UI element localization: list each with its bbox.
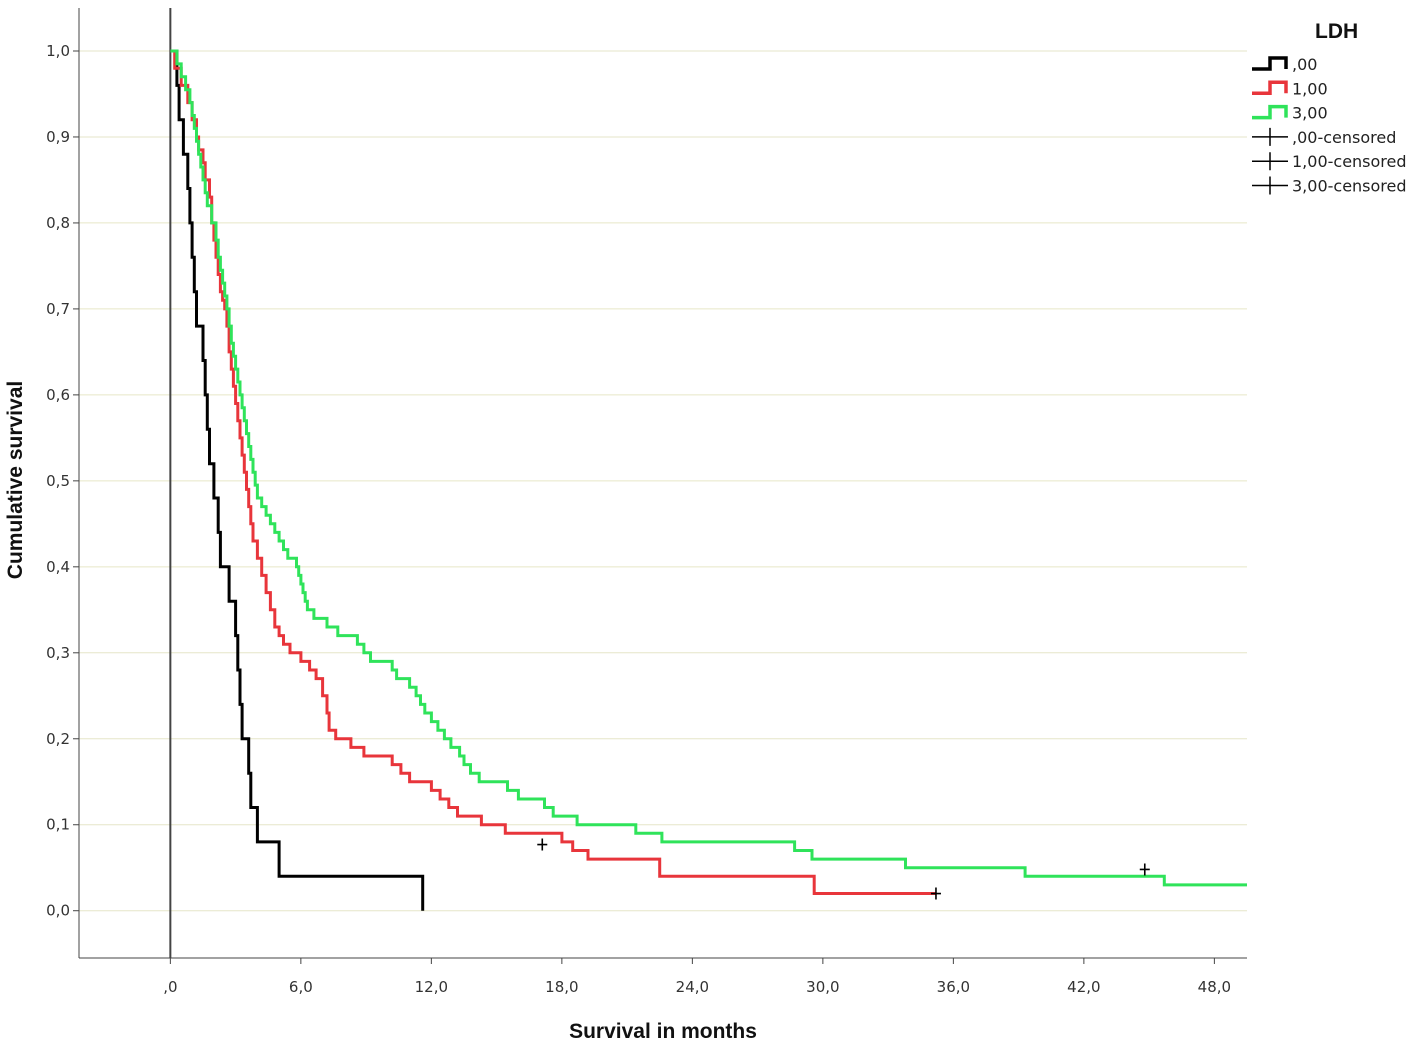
- y-tick-label: 0,7: [46, 300, 70, 318]
- y-tick-label: 0,3: [46, 644, 70, 662]
- legend-censor-swatch: [1252, 152, 1288, 171]
- legend-censor-swatch: [1252, 176, 1288, 195]
- y-tick-label: 0,9: [46, 128, 70, 146]
- y-tick-label: 0,4: [46, 558, 70, 576]
- legend-censor-swatch: [1252, 127, 1288, 146]
- legend-label: 3,00: [1292, 104, 1328, 123]
- legend-label: 3,00-censored: [1292, 177, 1407, 196]
- y-tick-label: 0,5: [46, 472, 70, 490]
- legend-label: 1,00: [1292, 79, 1328, 98]
- legend-label: ,00-censored: [1292, 128, 1396, 147]
- x-tick-label: 18,0: [545, 978, 578, 996]
- x-tick-label: 30,0: [806, 978, 839, 996]
- y-axis-title: Cumulative survival: [4, 381, 27, 579]
- censor-mark: [930, 887, 941, 900]
- x-tick-label: 6,0: [289, 978, 313, 996]
- survival-curve-00: [170, 49, 425, 911]
- y-tick-label: 1,0: [46, 42, 70, 60]
- legend-label: ,00: [1292, 55, 1317, 74]
- legend-swatch: [1252, 80, 1288, 96]
- x-tick-label: 36,0: [937, 978, 970, 996]
- x-axis-title: Survival in months: [569, 1020, 757, 1043]
- y-tick-label: 0,6: [46, 386, 70, 404]
- x-tick-label: 12,0: [415, 978, 448, 996]
- x-tick-label: 42,0: [1067, 978, 1100, 996]
- y-tick-label: 0,0: [46, 902, 70, 920]
- tick-labels: ,0 6,0 12,0 18,0 24,0 30,0 36,0 42,0 48,0 0,0 0,1 0…: [46, 42, 1231, 996]
- censor-mark: [537, 838, 548, 851]
- x-tick-label: 48,0: [1198, 978, 1231, 996]
- x-tick-label: ,0: [163, 978, 177, 996]
- legend-label: 1,00-censored: [1292, 152, 1407, 171]
- survival-curve-300: [170, 49, 1247, 887]
- censor-mark: [1139, 863, 1150, 876]
- y-tick-label: 0,1: [46, 816, 70, 834]
- y-tick-label: 0,8: [46, 214, 70, 232]
- legend-title: LDH: [1315, 20, 1358, 43]
- legend-swatch: [1252, 104, 1288, 120]
- survival-curves: [170, 49, 1247, 911]
- x-tick-label: 24,0: [676, 978, 709, 996]
- legend-swatch: [1252, 56, 1288, 71]
- gridlines: [79, 50, 1247, 912]
- axes: [73, 8, 1247, 964]
- survival-curve-100: [170, 49, 936, 895]
- legend: LDH ,00 1,00 3,00 ,00-censored 1,00-censored…: [1252, 20, 1407, 196]
- y-tick-label: 0,2: [46, 730, 70, 748]
